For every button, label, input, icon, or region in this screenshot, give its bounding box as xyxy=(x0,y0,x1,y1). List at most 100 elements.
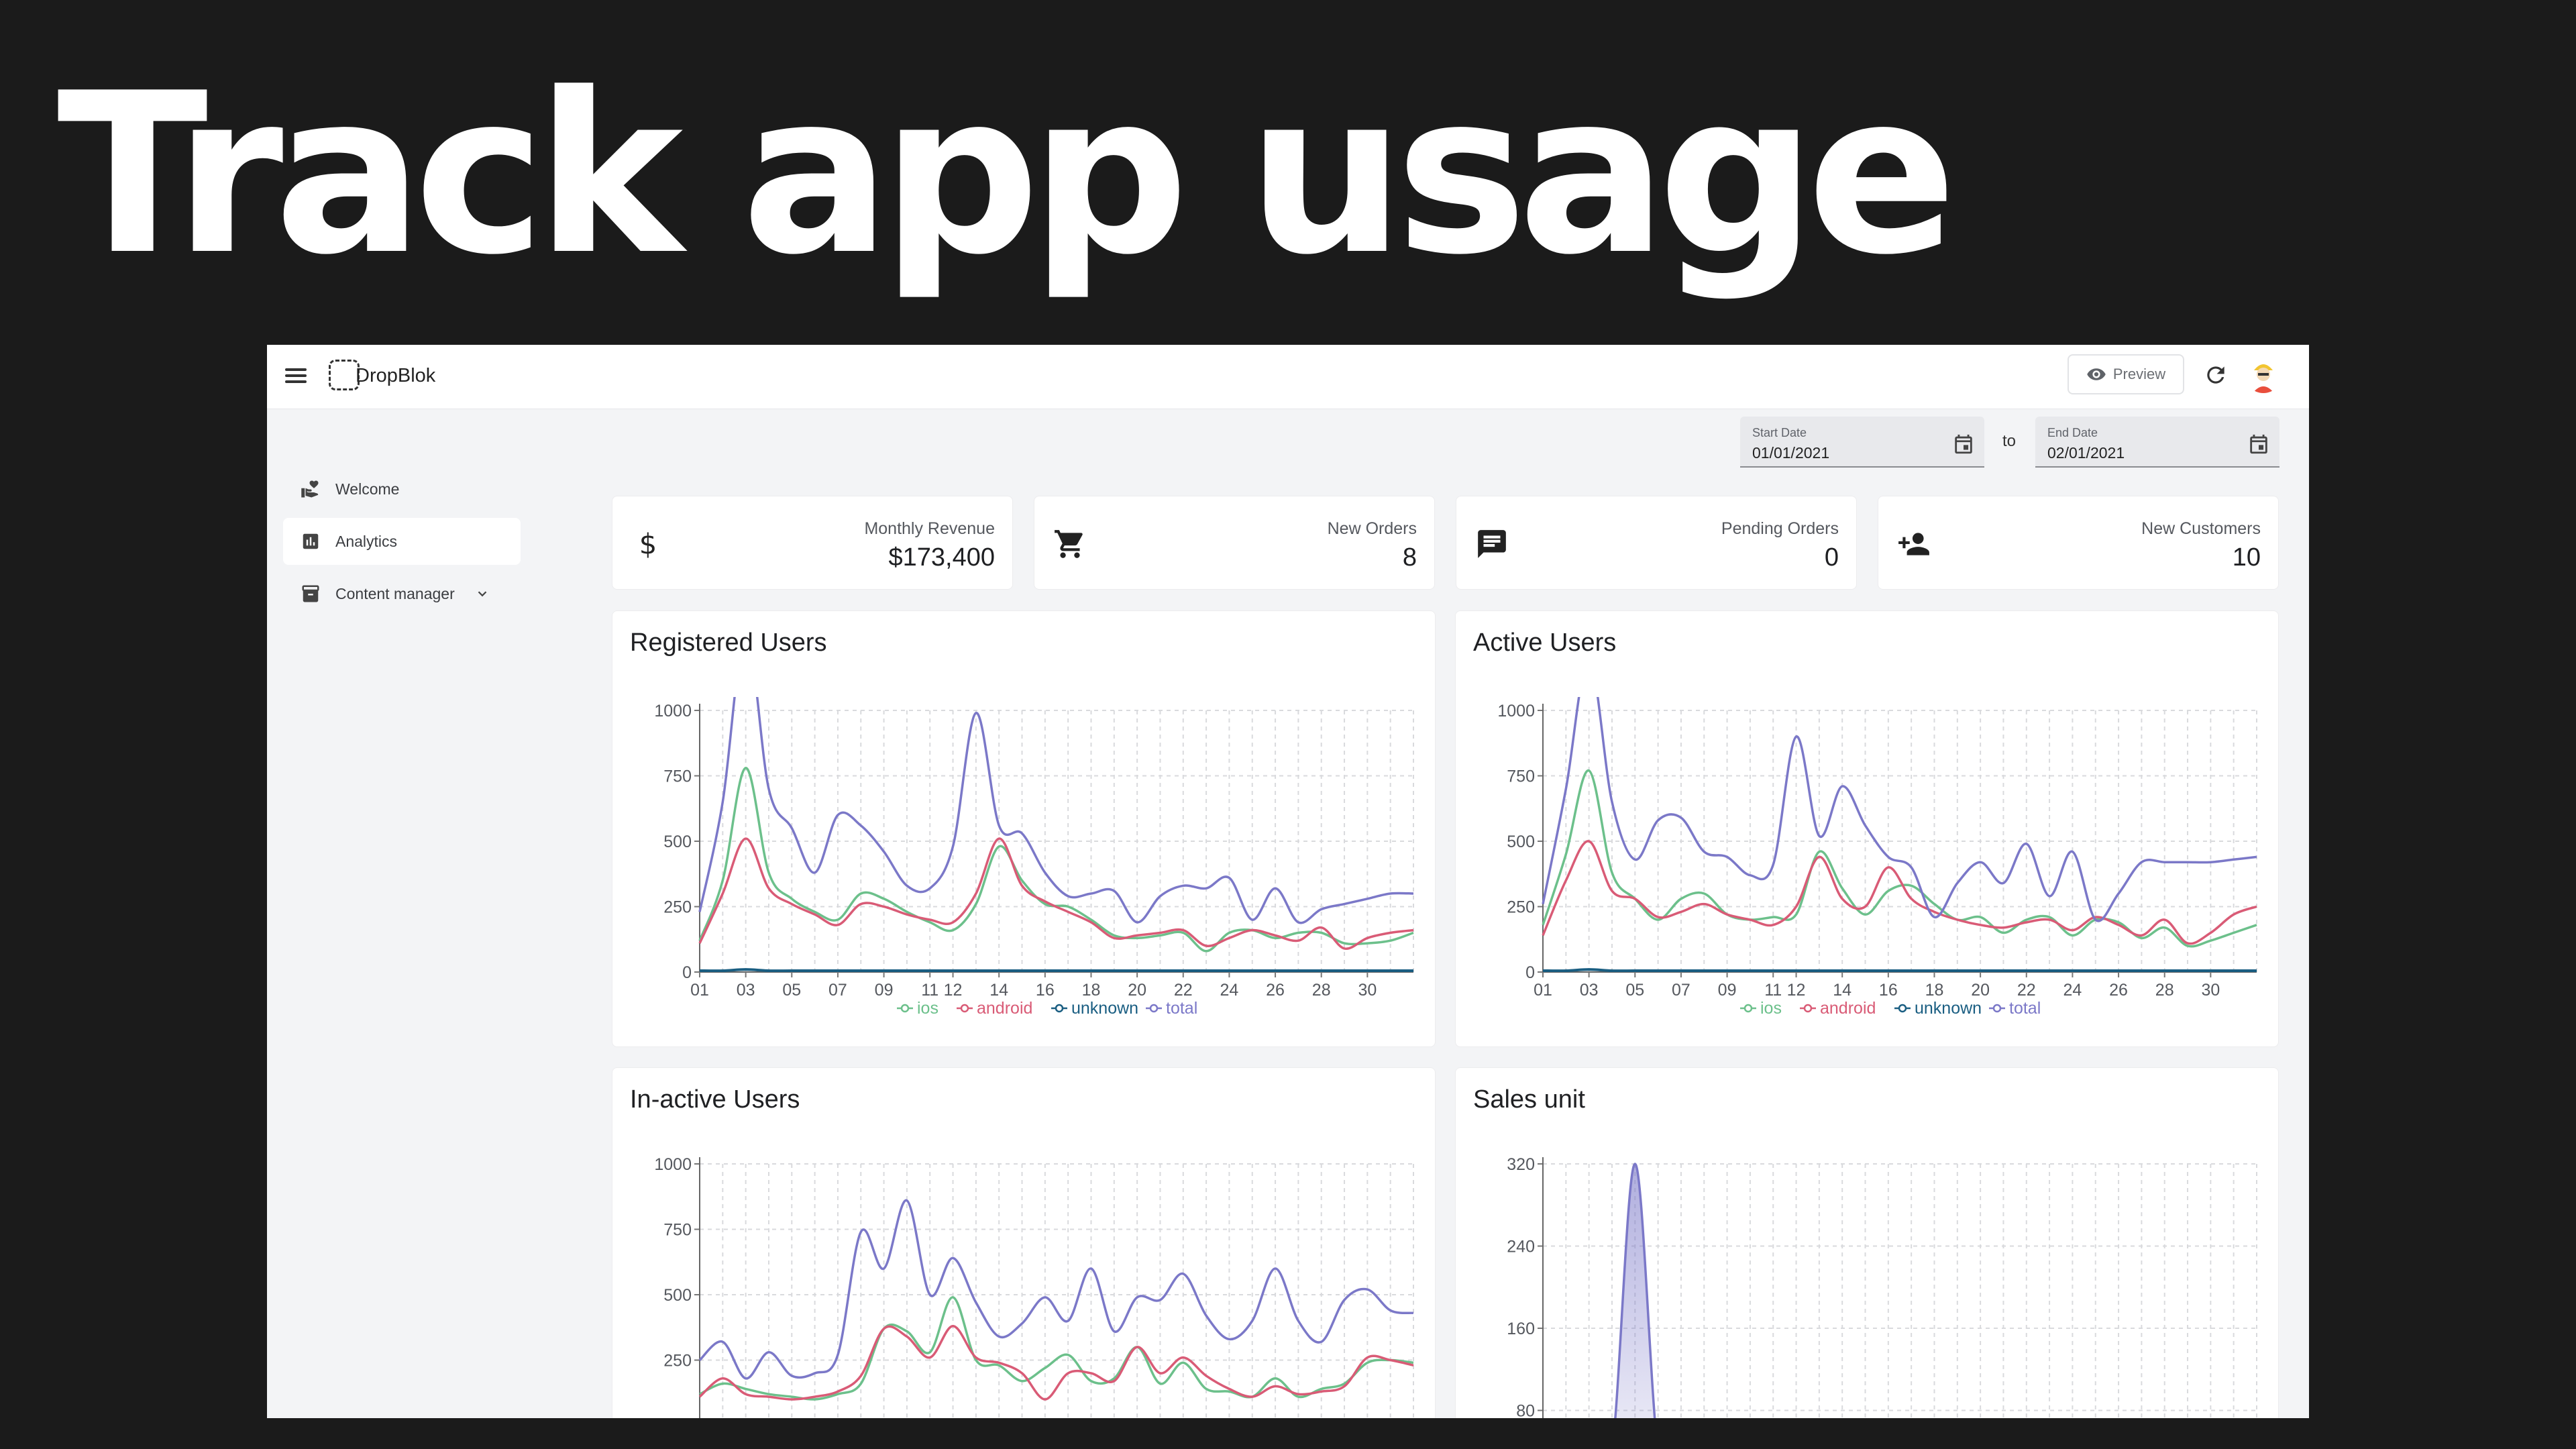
series-line-unknown xyxy=(1542,968,2257,972)
legend-label-unknown: unknown xyxy=(1915,999,1982,1018)
avatar[interactable] xyxy=(2245,356,2282,393)
logo-icon xyxy=(329,360,360,390)
dollar-icon: $ xyxy=(639,528,657,561)
legend-marker-dot xyxy=(1992,1004,2002,1013)
y-tick-label: 320 xyxy=(1507,1155,1535,1174)
stat-card-new-customers: New Customers 10 xyxy=(1878,496,2279,590)
y-tick-label: 240 xyxy=(1507,1238,1535,1256)
active-users-chart: 0 250 500 750 1000 01 03 05 07 09 11 12 14 16 18 20 22 24… xyxy=(1497,697,2257,1018)
chart-card-inactive-users: 0 250 500 750 1000 In-active Users xyxy=(612,1067,1436,1418)
chart-title: In-active Users xyxy=(630,1085,800,1114)
chart-title: Active Users xyxy=(1473,629,1617,657)
chart-card-sales-unit: 80 160 240 320 Sales unit xyxy=(1455,1067,2279,1418)
series-line-android xyxy=(698,837,1414,950)
y-tick-label: 750 xyxy=(663,1221,692,1240)
x-tick-label: 24 xyxy=(2063,981,2082,1000)
chart-legend: ios android unknown total xyxy=(897,999,1197,1018)
stat-label: Pending Orders xyxy=(1721,519,1839,538)
x-tick-label: 05 xyxy=(1625,981,1644,1000)
series-line-total xyxy=(698,697,1414,924)
date-range-separator: to xyxy=(2002,432,2017,450)
eye-icon xyxy=(2087,368,2106,380)
bar-chart-icon xyxy=(303,533,319,549)
x-tick-label: 26 xyxy=(2109,981,2128,1000)
stat-label: Monthly Revenue xyxy=(864,519,995,538)
y-tick-label: 0 xyxy=(682,1417,692,1418)
app-window: DropBlok Preview Start Date 01/01/2021 t… xyxy=(267,345,2309,1418)
y-tick-label: 250 xyxy=(1507,898,1535,917)
y-tick-label: 500 xyxy=(663,1286,692,1305)
legend-label-ios: ios xyxy=(917,999,938,1018)
legend-label-android: android xyxy=(1820,999,1876,1018)
series-line-android xyxy=(1542,840,2257,945)
legend-label-android: android xyxy=(977,999,1032,1018)
preview-button[interactable]: Preview xyxy=(2068,354,2184,394)
stat-label: New Customers xyxy=(2141,519,2261,538)
sidebar-item-welcome[interactable]: Welcome xyxy=(283,466,521,513)
stat-value: 0 xyxy=(1824,543,1839,572)
sales-unit-chart: 80 160 240 320 xyxy=(1507,1155,2257,1418)
x-tick-label: 09 xyxy=(875,981,894,1000)
x-tick-label: 30 xyxy=(1358,981,1377,1000)
legend-label-total: total xyxy=(1166,999,1197,1018)
end-date-field[interactable]: End Date 02/01/2021 xyxy=(2035,417,2279,468)
series-area-total xyxy=(1615,1164,1655,1418)
registered-users-chart: 0 250 500 750 1000 01 03 05 07 09 11 12 14 16 18 20 22 24… xyxy=(654,697,1414,1018)
series-line-total xyxy=(698,1199,1414,1380)
y-tick-label: 250 xyxy=(663,1352,692,1371)
stat-card-new-orders: New Orders 8 xyxy=(1034,496,1435,590)
x-tick-label: 07 xyxy=(828,981,847,1000)
y-tick-label: 500 xyxy=(663,833,692,851)
end-date-value: 02/01/2021 xyxy=(2047,444,2125,462)
svg-text:$: $ xyxy=(639,528,657,561)
refresh-icon[interactable] xyxy=(2203,362,2229,388)
logo-text: DropBlok xyxy=(356,365,436,386)
x-tick-label: 09 xyxy=(1718,981,1737,1000)
archive-icon xyxy=(302,585,319,602)
stat-card-monthly-revenue: $ Monthly Revenue $173,400 xyxy=(612,496,1013,590)
x-tick-label: 12 xyxy=(944,981,963,1000)
x-tick-label: 24 xyxy=(1220,981,1239,1000)
x-tick-label: 01 xyxy=(1534,981,1552,1000)
legend-marker-dot xyxy=(1149,1004,1159,1013)
y-tick-label: 0 xyxy=(1525,963,1535,982)
x-tick-label: 22 xyxy=(2017,981,2036,1000)
sidebar: Welcome Analytics Content manager xyxy=(283,466,521,623)
y-tick-label: 250 xyxy=(663,898,692,917)
stat-value: 8 xyxy=(1402,543,1417,572)
cart-icon xyxy=(1055,530,1083,558)
y-tick-label: 500 xyxy=(1507,833,1535,851)
legend-marker-dot xyxy=(960,1004,969,1013)
start-date-field[interactable]: Start Date 01/01/2021 xyxy=(1740,417,1984,468)
x-tick-label: 12 xyxy=(1787,981,1806,1000)
x-tick-label: 28 xyxy=(2155,981,2174,1000)
x-tick-label: 20 xyxy=(1128,981,1146,1000)
chart-title: Sales unit xyxy=(1473,1085,1585,1114)
person-add-icon xyxy=(1898,533,1929,555)
hand-heart-icon xyxy=(301,480,319,498)
start-date-value: 01/01/2021 xyxy=(1752,444,1830,462)
x-tick-label: 03 xyxy=(737,981,755,1000)
x-tick-label: 16 xyxy=(1036,981,1055,1000)
sidebar-item-label: Welcome xyxy=(335,480,400,498)
calendar-icon[interactable] xyxy=(2247,433,2270,455)
x-tick-label: 28 xyxy=(1312,981,1331,1000)
x-tick-label: 01 xyxy=(690,981,709,1000)
x-tick-label: 16 xyxy=(1879,981,1898,1000)
series-line-unknown xyxy=(699,968,1413,972)
sidebar-item-analytics[interactable]: Analytics xyxy=(283,518,521,565)
menu-icon[interactable] xyxy=(283,365,309,389)
end-date-label: End Date xyxy=(2047,426,2098,439)
legend-marker-dot xyxy=(1898,1004,1907,1013)
sidebar-item-content-manager[interactable]: Content manager xyxy=(283,570,521,617)
stat-card-pending-orders: Pending Orders 0 xyxy=(1456,496,1857,590)
top-bar: DropBlok Preview xyxy=(267,345,2309,409)
chevron-down-icon[interactable] xyxy=(475,586,490,601)
calendar-icon[interactable] xyxy=(1952,433,1975,455)
y-tick-label: 750 xyxy=(663,767,692,786)
stat-value: $173,400 xyxy=(888,543,996,572)
sidebar-item-label: Content manager xyxy=(335,584,455,602)
start-date-label: Start Date xyxy=(1752,426,1807,439)
x-tick-label: 20 xyxy=(1971,981,1990,1000)
legend-label-unknown: unknown xyxy=(1071,999,1138,1018)
